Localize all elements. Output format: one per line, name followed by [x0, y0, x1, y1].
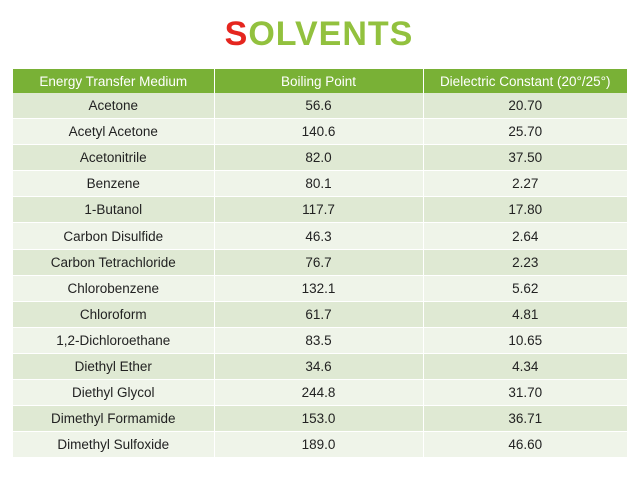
- table-row: Diethyl Ether 34.6 4.34: [13, 353, 627, 381]
- cell-dielectric-constant: 17.80: [423, 196, 627, 224]
- table-row: Carbon Disulfide 46.3 2.64: [13, 222, 627, 250]
- cell-boiling-point: 189.0: [214, 431, 424, 459]
- page-title: SOLVENTS: [0, 14, 638, 54]
- cell-medium: Acetone: [13, 93, 215, 120]
- cell-medium: Chloroform: [13, 301, 215, 328]
- cell-dielectric-constant: 10.65: [423, 327, 627, 354]
- cell-medium: Acetonitrile: [13, 144, 215, 172]
- cell-boiling-point: 76.7: [214, 249, 424, 276]
- cell-dielectric-constant: 2.27: [423, 170, 627, 198]
- cell-medium: Benzene: [13, 170, 215, 198]
- cell-medium: Carbon Tetrachloride: [13, 249, 215, 276]
- cell-boiling-point: 140.6: [214, 118, 424, 146]
- table-row: 1-Butanol 117.7 17.80: [13, 196, 627, 224]
- cell-medium: Acetyl Acetone: [13, 118, 215, 146]
- cell-boiling-point: 61.7: [214, 301, 424, 328]
- cell-dielectric-constant: 25.70: [423, 118, 627, 146]
- title-first-letter: S: [224, 15, 249, 53]
- cell-boiling-point: 46.3: [214, 222, 424, 250]
- cell-boiling-point: 34.6: [214, 353, 424, 381]
- table-row: Benzene 80.1 2.27: [13, 170, 627, 198]
- header-boiling-point: Boiling Point: [214, 69, 424, 93]
- cell-medium: Chlorobenzene: [13, 275, 215, 302]
- table-header-row: Energy Transfer Medium Boiling Point Die…: [13, 69, 627, 93]
- cell-dielectric-constant: 4.34: [423, 353, 627, 381]
- table-row: Chlorobenzene 132.1 5.62: [13, 275, 627, 302]
- cell-boiling-point: 56.6: [214, 93, 424, 120]
- table-row: Acetyl Acetone 140.6 25.70: [13, 118, 627, 146]
- cell-dielectric-constant: 46.60: [423, 431, 627, 459]
- cell-medium: Diethyl Ether: [13, 353, 215, 381]
- header-energy-transfer-medium: Energy Transfer Medium: [13, 69, 215, 93]
- cell-dielectric-constant: 5.62: [423, 275, 627, 302]
- cell-dielectric-constant: 2.23: [423, 249, 627, 276]
- table-row: Carbon Tetrachloride 76.7 2.23: [13, 249, 627, 276]
- cell-boiling-point: 153.0: [214, 405, 424, 433]
- table-row: Dimethyl Sulfoxide 189.0 46.60: [13, 431, 627, 459]
- cell-medium: Dimethyl Sulfoxide: [13, 431, 215, 459]
- cell-dielectric-constant: 2.64: [423, 222, 627, 250]
- cell-boiling-point: 244.8: [214, 379, 424, 407]
- cell-medium: 1-Butanol: [13, 196, 215, 224]
- table-row: Acetonitrile 82.0 37.50: [13, 144, 627, 172]
- cell-medium: Dimethyl Formamide: [13, 405, 215, 433]
- cell-boiling-point: 132.1: [214, 275, 424, 302]
- cell-dielectric-constant: 37.50: [423, 144, 627, 172]
- table-row: Chloroform 61.7 4.81: [13, 301, 627, 328]
- cell-boiling-point: 80.1: [214, 170, 424, 198]
- cell-dielectric-constant: 4.81: [423, 301, 627, 328]
- cell-dielectric-constant: 31.70: [423, 379, 627, 407]
- table-row: Dimethyl Formamide 153.0 36.71: [13, 405, 627, 433]
- cell-boiling-point: 117.7: [214, 196, 424, 224]
- cell-boiling-point: 82.0: [214, 144, 424, 172]
- cell-dielectric-constant: 20.70: [423, 93, 627, 120]
- table-row: Diethyl Glycol 244.8 31.70: [13, 379, 627, 407]
- cell-boiling-point: 83.5: [214, 327, 424, 354]
- table-row: 1,2-Dichloroethane 83.5 10.65: [13, 327, 627, 354]
- cell-medium: 1,2-Dichloroethane: [13, 327, 215, 354]
- header-dielectric-constant: Dielectric Constant (20°/25°): [423, 69, 627, 93]
- table-row: Acetone 56.6 20.70: [13, 93, 627, 120]
- cell-dielectric-constant: 36.71: [423, 405, 627, 433]
- cell-medium: Carbon Disulfide: [13, 222, 215, 250]
- table-body: Acetone 56.6 20.70 Acetyl Acetone 140.6 25.70…: [13, 93, 627, 459]
- solvents-table: Energy Transfer Medium Boiling Point Die…: [13, 69, 627, 459]
- title-rest: OLVENTS: [248, 15, 414, 53]
- cell-medium: Diethyl Glycol: [13, 379, 215, 407]
